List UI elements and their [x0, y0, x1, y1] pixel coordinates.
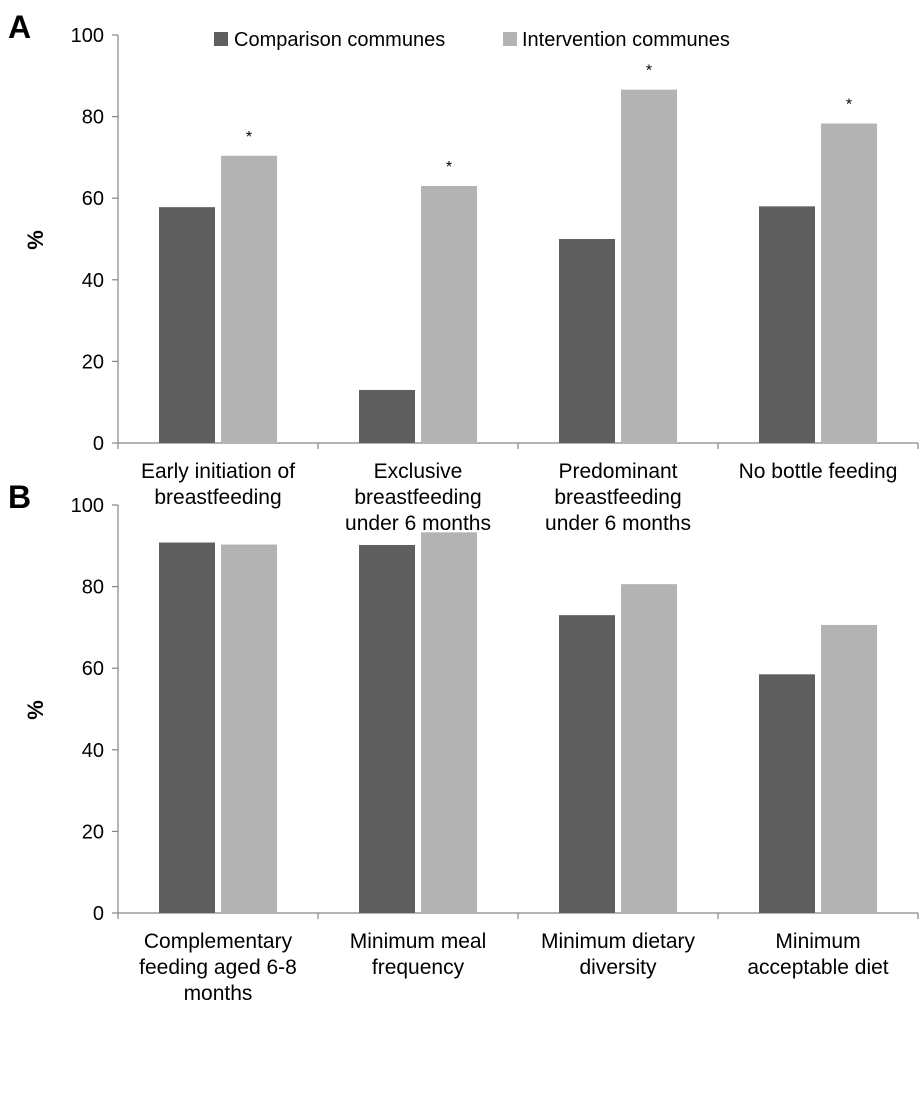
y-axis-label: %	[23, 230, 48, 250]
x-category-label: Minimum acceptable diet	[747, 930, 888, 979]
x-category-label: Minimum meal frequency	[350, 930, 487, 979]
y-tick-label: 80	[82, 107, 104, 129]
legend-label-intervention: Intervention communes	[522, 29, 730, 51]
significance-marker: *	[846, 97, 852, 114]
significance-marker: *	[446, 159, 452, 176]
bar-comparison	[159, 542, 215, 913]
y-tick-label: 40	[82, 740, 104, 762]
x-category-label: Predominant breastfeeding under 6 months	[545, 460, 691, 535]
chart-legend: Comparison communes Intervention commune…	[214, 29, 730, 51]
bar-intervention	[821, 123, 877, 443]
y-tick-label: 20	[82, 821, 104, 843]
bar-comparison	[759, 206, 815, 443]
y-tick-label: 100	[71, 495, 104, 517]
legend-swatch-intervention	[503, 32, 517, 46]
y-tick-label: 20	[82, 351, 104, 373]
panel-a-chart: A% 0 20 40 60 80 100 * Early initiation of breast…	[8, 9, 919, 535]
y-tick-label: 60	[82, 188, 104, 210]
bar-comparison	[159, 207, 215, 443]
panel-b-chart: B% 0 20 40 60 80 100 Complementary feeding aged …	[8, 479, 919, 1005]
bar-intervention	[221, 155, 277, 443]
y-tick-label: 0	[93, 433, 104, 455]
y-tick-label: 0	[93, 903, 104, 925]
bar-comparison	[359, 389, 415, 443]
panel-label: A	[8, 9, 31, 45]
y-tick-label: 100	[71, 25, 104, 47]
y-tick-label: 80	[82, 577, 104, 599]
bar-intervention	[421, 532, 477, 913]
y-tick-label: 60	[82, 658, 104, 680]
legend-label-comparison: Comparison communes	[234, 29, 445, 51]
legend-swatch-comparison	[214, 32, 228, 46]
bar-comparison	[759, 674, 815, 913]
significance-marker: *	[646, 63, 652, 80]
bar-intervention	[221, 544, 277, 913]
bar-intervention	[821, 624, 877, 913]
significance-marker: *	[246, 129, 252, 146]
x-category-label: Early initiation of breastfeeding	[141, 460, 295, 509]
bar-comparison	[559, 239, 615, 443]
bar-comparison	[359, 544, 415, 913]
bar-intervention	[421, 185, 477, 443]
bar-intervention	[621, 89, 677, 443]
x-category-label: Minimum dietary diversity	[541, 930, 696, 979]
x-category-label: Exclusive breastfeeding under 6 months	[345, 460, 491, 535]
bar-intervention	[621, 584, 677, 913]
y-axis-label: %	[23, 700, 48, 720]
x-category-label: No bottle feeding	[739, 460, 898, 483]
x-category-label: Complementary feeding aged 6-8 months	[139, 930, 297, 1005]
y-tick-label: 40	[82, 270, 104, 292]
bar-comparison	[559, 615, 615, 913]
panel-label: B	[8, 479, 31, 515]
